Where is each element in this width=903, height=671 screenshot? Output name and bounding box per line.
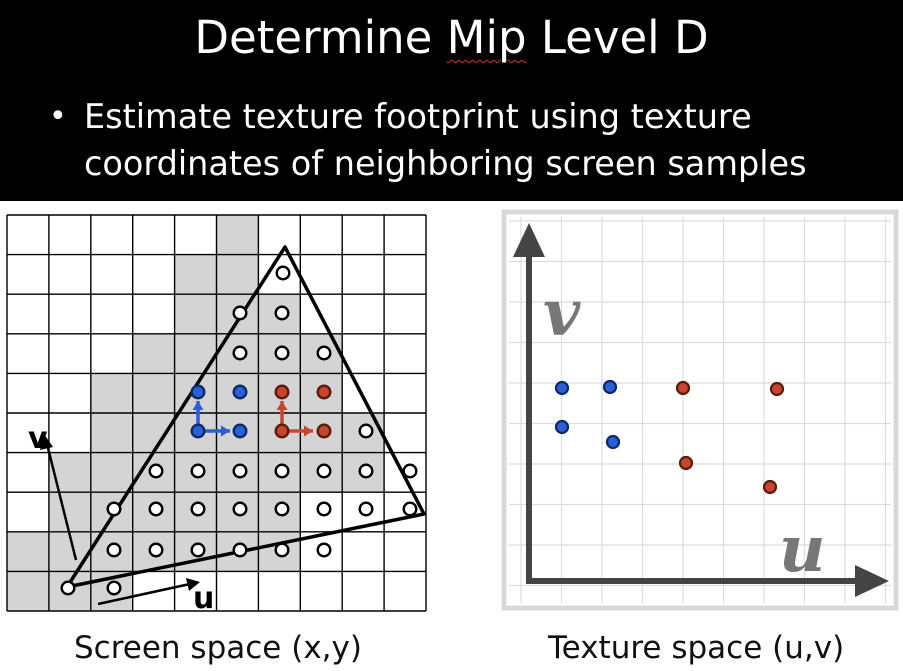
sample-point bbox=[358, 463, 374, 479]
covered-pixel bbox=[216, 254, 259, 295]
sample-point bbox=[190, 542, 206, 558]
sample-point bbox=[274, 542, 290, 558]
sample-point bbox=[190, 463, 206, 479]
arrowhead-icon bbox=[855, 565, 889, 597]
bullet-icon: • bbox=[49, 99, 67, 134]
covered-pixel bbox=[7, 531, 49, 572]
sample-point bbox=[274, 501, 290, 517]
sample-point bbox=[358, 501, 374, 517]
covered-pixel bbox=[174, 254, 217, 295]
covered-pixel bbox=[90, 452, 133, 493]
covered-pixel bbox=[48, 452, 91, 493]
spellcheck-underline-word: Mip bbox=[446, 11, 527, 64]
red-texture-sample bbox=[675, 380, 691, 396]
blue-texture-sample bbox=[554, 419, 570, 435]
sample-point bbox=[402, 463, 418, 479]
sample-point bbox=[274, 305, 290, 321]
screen-v-axis-line bbox=[45, 443, 78, 561]
slide-header: Determine Mip Level D • Estimate texture… bbox=[0, 0, 903, 201]
texture-axis-v-label: v bbox=[543, 276, 581, 351]
sample-point bbox=[316, 542, 332, 558]
sample-point bbox=[316, 463, 332, 479]
covered-pixel bbox=[7, 571, 49, 611]
sample-point bbox=[190, 501, 206, 517]
sample-point bbox=[274, 463, 290, 479]
sample-point bbox=[106, 580, 122, 596]
arrowhead-icon bbox=[221, 425, 230, 437]
texture-axis-u-label: u bbox=[779, 512, 826, 587]
covered-pixel bbox=[216, 215, 259, 255]
red-sample-point bbox=[316, 423, 332, 439]
texture-panel-frame bbox=[501, 209, 899, 611]
arrowhead-icon bbox=[186, 578, 200, 591]
sample-point bbox=[274, 345, 290, 361]
red-sample-point bbox=[274, 423, 290, 439]
slide-title: Determine Mip Level D bbox=[194, 11, 709, 64]
sample-point bbox=[275, 265, 291, 281]
sample-point bbox=[316, 501, 332, 517]
blue-texture-sample bbox=[602, 379, 618, 395]
screen-u-axis-line bbox=[97, 582, 191, 606]
arrowhead-icon bbox=[513, 223, 545, 257]
blue-sample-point bbox=[190, 423, 206, 439]
screen-axis-v-label: v bbox=[28, 421, 48, 456]
texture-space-diagram: v u bbox=[501, 209, 899, 611]
sample-point bbox=[60, 580, 76, 596]
blue-texture-sample bbox=[605, 434, 621, 450]
sample-point bbox=[106, 542, 122, 558]
sample-point bbox=[358, 423, 374, 439]
covered-pixel bbox=[132, 413, 175, 453]
red-texture-sample bbox=[762, 479, 778, 495]
sample-point bbox=[148, 463, 164, 479]
screen-axis-u-label: u bbox=[193, 581, 214, 616]
red-sample-point bbox=[316, 384, 332, 400]
arrowhead-icon bbox=[40, 434, 53, 450]
sample-point bbox=[232, 345, 248, 361]
sample-point bbox=[232, 542, 248, 558]
sample-point bbox=[232, 463, 248, 479]
covered-pixel bbox=[174, 333, 217, 374]
sample-point bbox=[106, 501, 122, 517]
red-texture-sample bbox=[678, 455, 694, 471]
sample-point bbox=[148, 501, 164, 517]
sample-point bbox=[148, 542, 164, 558]
screen-space-diagram: v u bbox=[6, 214, 427, 616]
bullet-text: Estimate texture footprint using texture… bbox=[84, 97, 807, 183]
covered-pixel bbox=[174, 294, 217, 334]
blue-sample-point bbox=[190, 384, 206, 400]
red-texture-sample bbox=[769, 381, 785, 397]
arrowhead-icon bbox=[276, 401, 288, 410]
covered-pixel bbox=[132, 373, 175, 413]
blue-sample-point bbox=[232, 423, 248, 439]
texture-space-caption: Texture space (u,v) bbox=[548, 630, 845, 666]
red-sample-point bbox=[274, 384, 290, 400]
sample-point bbox=[232, 501, 248, 517]
arrowhead-icon bbox=[192, 401, 204, 410]
sample-point bbox=[232, 305, 248, 321]
arrowhead-icon bbox=[304, 425, 313, 437]
covered-pixel bbox=[90, 413, 133, 453]
screen-space-caption: Screen space (x,y) bbox=[74, 630, 362, 666]
covered-pixel bbox=[132, 333, 175, 374]
sample-point bbox=[402, 501, 418, 517]
blue-texture-sample bbox=[554, 380, 570, 396]
covered-pixel bbox=[48, 492, 91, 532]
blue-sample-point bbox=[232, 384, 248, 400]
covered-pixel bbox=[90, 373, 133, 413]
sample-point bbox=[316, 345, 332, 361]
